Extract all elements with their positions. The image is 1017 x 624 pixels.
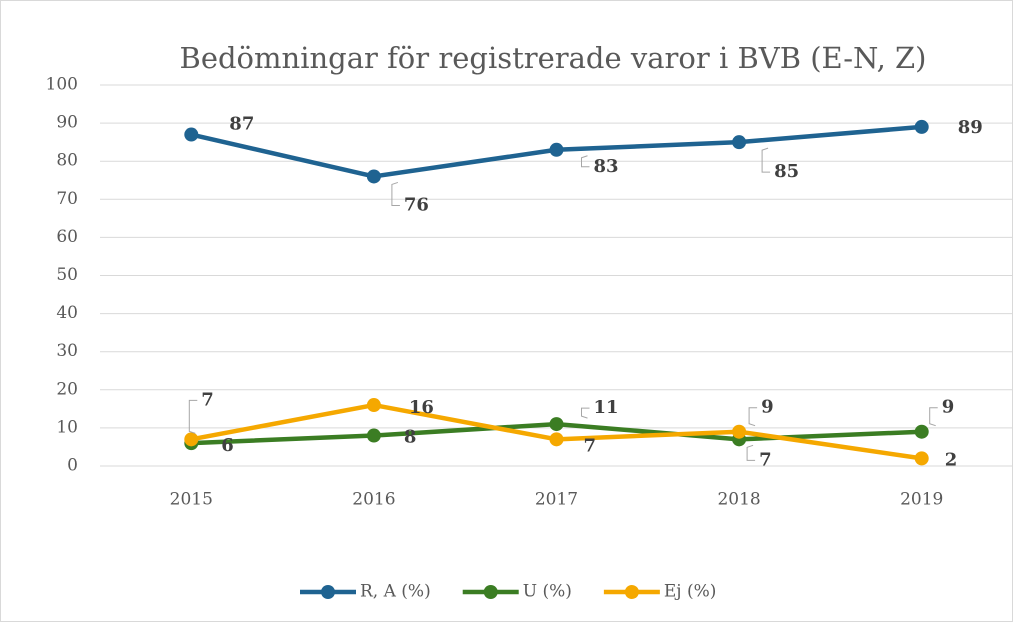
y-tick-label: 50 (56, 265, 78, 285)
data-point (366, 428, 381, 443)
data-label: 16 (409, 397, 434, 418)
data-point (366, 169, 381, 184)
x-tick-label: 2018 (717, 490, 760, 510)
data-point (549, 432, 564, 447)
data-label: 76 (404, 194, 429, 215)
data-point (914, 119, 929, 134)
legend-label: R, A (%) (360, 582, 431, 602)
leader-line (581, 155, 590, 168)
y-tick-label: 30 (56, 341, 78, 361)
data-label: 6 (221, 435, 234, 456)
data-label: 11 (594, 397, 619, 418)
x-tick-label: 2015 (170, 490, 213, 510)
data-label: 7 (759, 449, 772, 470)
data-label: 9 (761, 397, 774, 418)
legend-label: Ej (%) (664, 582, 717, 602)
data-point (184, 127, 199, 142)
y-tick-label: 0 (67, 456, 78, 476)
leader-line (761, 147, 771, 173)
y-tick-label: 90 (56, 113, 78, 133)
data-point (549, 142, 564, 157)
data-label: 9 (942, 397, 955, 418)
leader-line (188, 399, 198, 434)
data-point (732, 424, 747, 439)
y-tick-label: 20 (56, 379, 78, 399)
data-label: 89 (958, 117, 983, 138)
y-tick-label: 60 (56, 227, 78, 247)
y-tick-label: 40 (56, 303, 78, 323)
data-label: 7 (201, 389, 214, 410)
data-label: 2 (945, 449, 958, 470)
y-tick-label: 70 (56, 189, 78, 209)
y-tick-label: 100 (46, 75, 78, 95)
leader-line (746, 444, 756, 461)
data-label: 85 (774, 161, 799, 182)
data-point (914, 451, 929, 466)
leader-line (391, 181, 400, 206)
data-point (366, 398, 381, 413)
x-tick-label: 2019 (900, 490, 943, 510)
x-tick-label: 2017 (535, 490, 578, 510)
legend-marker (624, 585, 639, 599)
data-label: 83 (594, 156, 619, 177)
data-label: 87 (229, 114, 254, 135)
leader-line (581, 407, 590, 419)
x-tick-label: 2016 (352, 490, 395, 510)
data-point (549, 417, 564, 432)
data-point (184, 432, 199, 447)
y-tick-label: 10 (56, 417, 78, 437)
data-point (732, 135, 747, 150)
data-label: 7 (584, 435, 597, 456)
legend-marker (483, 585, 498, 599)
leader-line (748, 407, 758, 427)
data-label: 8 (404, 427, 417, 448)
leader-line (929, 407, 938, 427)
y-tick-label: 80 (56, 151, 78, 171)
legend-label: U (%) (523, 582, 572, 602)
chart-title: Bedömningar för registrerade varor i BVB… (180, 41, 927, 75)
legend-marker (321, 585, 335, 599)
data-point (914, 424, 929, 439)
legend: R, A (%) U (%) Ej (%) (300, 582, 716, 602)
